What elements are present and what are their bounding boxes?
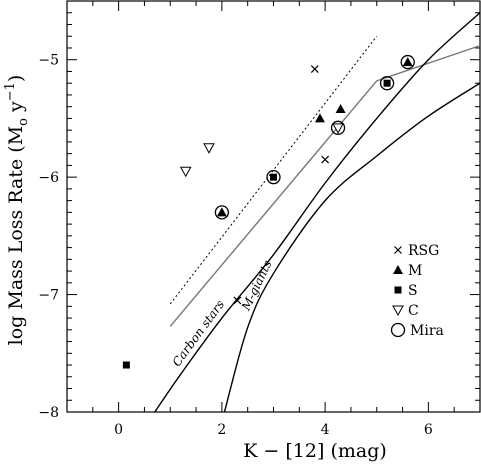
- legend-label: M: [408, 263, 422, 279]
- x-ticks: 0 2 4 6: [66, 1, 481, 438]
- carbon-stars-curve: [154, 12, 481, 413]
- legend-marker: [394, 286, 402, 294]
- s-point: [383, 79, 391, 87]
- m-giants-curve: [223, 82, 481, 413]
- y-axis-title-tail: y: [5, 101, 27, 118]
- legend-label: C: [408, 303, 419, 319]
- y-axis-title-end: ): [5, 75, 27, 82]
- plot-frame: [66, 0, 481, 413]
- legend-label: RSG: [408, 243, 439, 259]
- legend-label: S: [408, 283, 418, 299]
- fit-lines: [169, 35, 481, 327]
- mira-point: [400, 54, 415, 70]
- cross-stroke: [394, 246, 402, 254]
- rsg-point: [233, 296, 242, 305]
- x-axis-title: K − [12] (mag): [243, 440, 387, 462]
- y-tick-label: −6: [38, 170, 59, 186]
- mira-point: [330, 120, 346, 135]
- cross-stroke: [233, 296, 242, 305]
- cross-stroke: [321, 155, 330, 164]
- x-tick-label: 0: [114, 422, 123, 438]
- mira-point: [214, 205, 230, 220]
- y-axis-title-sup: −1: [3, 82, 18, 101]
- x-tick-label: 4: [321, 422, 330, 438]
- legend-marker: [392, 305, 404, 317]
- y-axis-title-main: log Mass Loss Rate (M: [5, 126, 27, 346]
- carbon-stars-label: Carbon stars: [169, 297, 227, 369]
- legend-label: Mira: [410, 323, 444, 339]
- m-point: [335, 104, 346, 114]
- c-point: [179, 166, 192, 178]
- rsg-point: [310, 65, 319, 74]
- gray-fit-line: [169, 44, 481, 327]
- s-point: [270, 173, 277, 181]
- legend: RSG MSC Mira: [390, 243, 444, 339]
- c-point: [332, 123, 344, 134]
- legend-marker: [394, 246, 402, 254]
- m-point: [314, 113, 325, 123]
- x-tick-label: 6: [424, 422, 433, 438]
- m-point: [216, 207, 227, 217]
- s-point: [122, 361, 130, 369]
- m-point: [402, 57, 413, 67]
- mira-point: [379, 76, 395, 91]
- mira-point: [266, 169, 281, 185]
- y-axis-title: log Mass Loss Rate (Mo y−1): [3, 75, 31, 346]
- legend-marker: [390, 322, 406, 338]
- rsg-point: [321, 155, 330, 164]
- cross-stroke: [310, 65, 319, 74]
- y-tick-label: −8: [38, 405, 59, 421]
- y-tick-label: −5: [38, 53, 59, 69]
- c-point: [203, 143, 215, 154]
- legend-marker: [393, 265, 403, 274]
- y-ticks: −8 −7 −6 −5: [38, 0, 480, 421]
- y-tick-label: −7: [38, 288, 59, 304]
- data-points: [122, 54, 415, 369]
- y-axis-title-sub: o: [16, 118, 31, 126]
- x-tick-label: 2: [217, 422, 226, 438]
